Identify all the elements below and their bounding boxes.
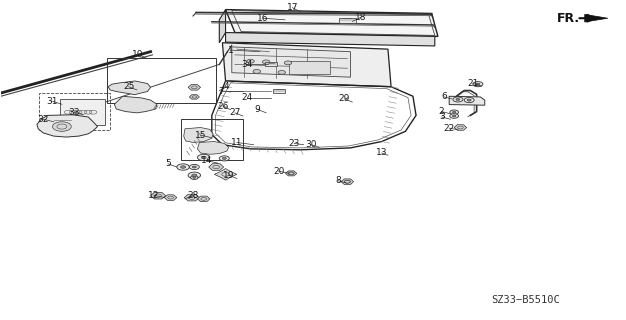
Text: 13: 13 <box>376 148 387 157</box>
Text: 33: 33 <box>69 108 80 117</box>
Circle shape <box>262 60 270 64</box>
Bar <box>60 99 105 125</box>
Circle shape <box>476 83 480 85</box>
Polygon shape <box>197 196 210 202</box>
Text: 12: 12 <box>148 190 160 200</box>
Text: 17: 17 <box>287 3 298 12</box>
Text: 6: 6 <box>441 92 447 101</box>
Bar <box>339 18 356 23</box>
Circle shape <box>177 164 189 170</box>
Circle shape <box>253 69 260 73</box>
Polygon shape <box>208 164 223 170</box>
Text: 15: 15 <box>195 131 207 140</box>
Circle shape <box>222 157 227 159</box>
Circle shape <box>197 154 210 161</box>
Text: 10: 10 <box>132 50 144 59</box>
Circle shape <box>201 156 206 159</box>
Text: 18: 18 <box>356 13 367 22</box>
Polygon shape <box>151 192 166 199</box>
Text: 9: 9 <box>254 105 260 114</box>
Polygon shape <box>232 47 351 77</box>
Polygon shape <box>115 96 157 113</box>
Circle shape <box>473 82 483 87</box>
Polygon shape <box>341 179 354 184</box>
Polygon shape <box>189 95 199 99</box>
Circle shape <box>219 156 229 161</box>
Text: 29: 29 <box>339 94 350 103</box>
Polygon shape <box>585 14 608 22</box>
Circle shape <box>247 59 254 63</box>
Bar <box>265 62 277 67</box>
Circle shape <box>464 98 474 103</box>
Text: 20: 20 <box>273 167 284 176</box>
Circle shape <box>190 176 198 180</box>
Text: SZ33−B5510C: SZ33−B5510C <box>491 294 560 305</box>
Circle shape <box>192 166 197 168</box>
Text: 25: 25 <box>123 82 135 91</box>
Text: 8: 8 <box>335 176 341 185</box>
Text: 11: 11 <box>231 138 242 147</box>
Circle shape <box>453 97 463 102</box>
Polygon shape <box>225 10 438 36</box>
Polygon shape <box>188 84 200 90</box>
Text: 31: 31 <box>46 97 58 106</box>
Circle shape <box>453 111 456 113</box>
Circle shape <box>284 61 292 65</box>
Polygon shape <box>165 195 177 200</box>
Polygon shape <box>108 81 151 95</box>
Polygon shape <box>214 169 237 180</box>
Text: 32: 32 <box>38 115 49 124</box>
Text: 1: 1 <box>228 45 233 55</box>
Text: 22: 22 <box>444 124 455 132</box>
Polygon shape <box>197 141 228 154</box>
Circle shape <box>53 122 71 131</box>
Text: 3: 3 <box>439 113 444 122</box>
Polygon shape <box>285 171 297 176</box>
Text: 5: 5 <box>165 159 171 168</box>
Bar <box>289 61 330 74</box>
Circle shape <box>467 99 471 101</box>
Text: 16: 16 <box>257 14 269 23</box>
Circle shape <box>456 99 460 100</box>
Text: 14: 14 <box>201 156 212 165</box>
Polygon shape <box>454 125 466 130</box>
Circle shape <box>278 70 285 74</box>
Polygon shape <box>449 96 485 105</box>
Bar <box>107 58 216 103</box>
Polygon shape <box>184 194 199 201</box>
Polygon shape <box>222 43 391 87</box>
Text: 28: 28 <box>187 191 199 200</box>
Text: FR.: FR. <box>557 12 580 25</box>
Text: 30: 30 <box>305 140 317 149</box>
Bar <box>180 119 243 160</box>
Polygon shape <box>37 115 98 137</box>
Text: 19: 19 <box>223 171 234 180</box>
Text: 2: 2 <box>439 107 444 116</box>
Circle shape <box>453 115 456 117</box>
Circle shape <box>193 177 196 178</box>
Text: 26: 26 <box>217 102 228 111</box>
Circle shape <box>180 166 185 168</box>
Text: 27: 27 <box>229 108 240 117</box>
Text: 24: 24 <box>242 93 253 102</box>
Circle shape <box>189 164 199 170</box>
Bar <box>273 89 285 92</box>
Circle shape <box>192 174 197 177</box>
Circle shape <box>450 110 458 115</box>
Polygon shape <box>219 10 225 43</box>
Polygon shape <box>225 33 435 46</box>
Text: 34: 34 <box>242 60 253 69</box>
Circle shape <box>450 114 458 118</box>
Text: 4: 4 <box>224 82 230 91</box>
Text: 7: 7 <box>218 87 224 96</box>
Circle shape <box>188 172 200 179</box>
Polygon shape <box>183 127 213 142</box>
Text: 23: 23 <box>289 139 300 148</box>
Text: 21: 21 <box>467 79 479 88</box>
